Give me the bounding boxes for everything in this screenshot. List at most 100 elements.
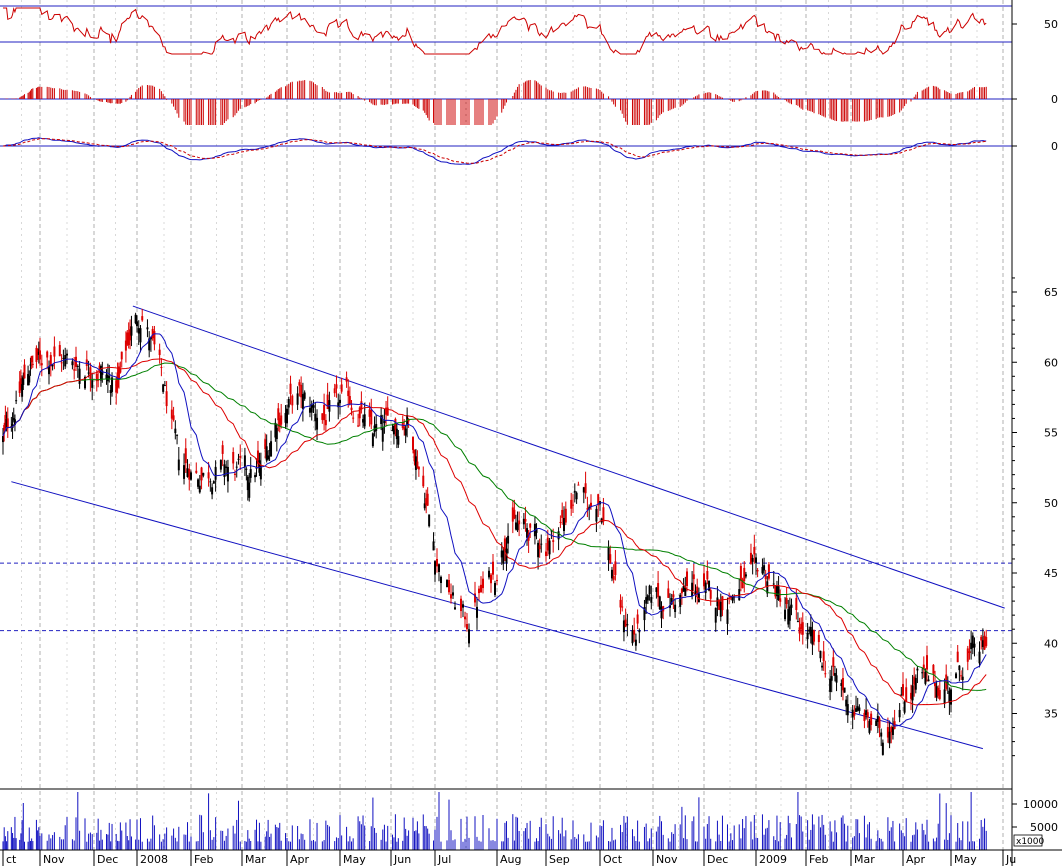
candle-body — [856, 706, 859, 711]
candle-body — [18, 381, 21, 393]
candlestick — [183, 453, 186, 485]
candle-body — [684, 588, 687, 597]
candle-body — [380, 415, 383, 425]
candle-body — [507, 535, 510, 544]
candle-body — [540, 543, 543, 545]
candle-body — [502, 550, 505, 564]
candlestick — [202, 472, 205, 478]
candle-body — [955, 673, 958, 679]
candlestick — [597, 493, 600, 518]
candle-body — [706, 570, 709, 580]
candlestick — [900, 686, 903, 696]
candlestick — [425, 489, 428, 514]
candle-body — [607, 547, 610, 561]
candlestick — [40, 354, 43, 377]
candlestick — [289, 375, 292, 405]
candlestick — [174, 420, 177, 440]
candle-body — [631, 630, 634, 644]
candlestick — [973, 637, 976, 657]
candle-body — [602, 507, 605, 522]
candlestick — [905, 678, 908, 703]
candle-body — [109, 390, 112, 394]
candle-body — [287, 399, 290, 408]
candlestick — [71, 358, 74, 370]
candle-body — [866, 712, 869, 718]
candle-body — [170, 409, 173, 419]
candle-body — [680, 588, 683, 594]
candlestick — [922, 656, 925, 678]
candle-body — [30, 356, 33, 363]
candlestick — [462, 600, 464, 618]
candle-body — [716, 597, 719, 607]
candlestick — [37, 341, 40, 364]
candlestick — [739, 562, 742, 592]
candle-body — [71, 361, 74, 366]
candlestick — [188, 463, 191, 491]
candle-body — [709, 590, 712, 599]
candle-body — [756, 570, 759, 572]
candle-body — [448, 580, 450, 593]
candle-body — [116, 372, 119, 388]
candlestick — [176, 434, 179, 445]
candle-body — [643, 607, 646, 621]
candlestick — [357, 413, 360, 428]
candle-body — [115, 380, 118, 393]
candle-body — [348, 395, 351, 405]
candle-body — [404, 428, 407, 436]
candle-body — [214, 466, 217, 480]
candle-body — [577, 484, 580, 486]
candlestick — [153, 325, 156, 351]
candlestick — [753, 534, 756, 564]
candle-body — [462, 604, 464, 608]
month-label: May — [343, 853, 366, 866]
candlestick — [267, 450, 270, 461]
candle-body — [960, 675, 963, 677]
candle-body — [371, 433, 374, 447]
candle-body — [99, 366, 102, 381]
candle-body — [321, 413, 324, 420]
candlestick — [767, 562, 770, 581]
candle-body — [237, 458, 240, 460]
candle-body — [910, 692, 912, 699]
candle-body — [246, 476, 249, 491]
candle-body — [474, 593, 476, 603]
candlestick — [134, 312, 137, 325]
candle-body — [358, 407, 361, 419]
candle-body — [903, 701, 906, 713]
candle-body — [414, 456, 417, 470]
candlestick — [890, 725, 893, 744]
month-label: Sep — [549, 853, 570, 866]
candlestick — [575, 491, 578, 504]
month-label: ct — [6, 853, 17, 866]
candle-body — [468, 629, 470, 644]
candlestick — [938, 679, 941, 701]
candlestick — [397, 430, 400, 448]
candle-body — [243, 455, 246, 467]
candle-body — [753, 547, 756, 555]
month-label: Jun — [393, 853, 411, 866]
candle-body — [124, 340, 127, 351]
candlestick — [577, 481, 580, 486]
candle-body — [865, 710, 868, 716]
candle-body — [819, 650, 822, 659]
candlestick — [845, 696, 848, 716]
candle-body — [796, 621, 799, 623]
candlestick — [638, 628, 641, 644]
month-label: Nov — [656, 853, 678, 866]
candle-body — [582, 487, 585, 493]
candle-body — [731, 596, 734, 601]
candle-body — [751, 557, 754, 562]
candle-body — [298, 382, 301, 386]
candlestick — [99, 364, 102, 387]
candlestick — [903, 699, 906, 715]
candle-body — [370, 409, 373, 425]
candle-body — [15, 400, 18, 402]
candlestick — [280, 403, 283, 429]
candlestick — [233, 469, 236, 481]
candlestick — [926, 645, 928, 682]
candle-body — [817, 634, 820, 643]
candle-body — [412, 437, 414, 450]
candlestick — [875, 719, 878, 726]
candlestick — [809, 614, 812, 644]
candle-body — [345, 377, 348, 382]
